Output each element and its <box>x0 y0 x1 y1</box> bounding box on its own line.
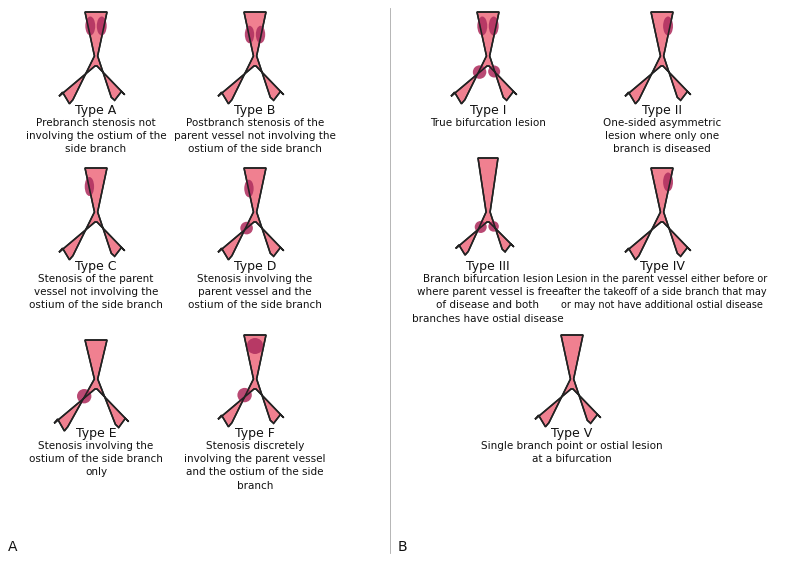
Text: Postbranch stenosis of the
parent vessel not involving the
ostium of the side br: Postbranch stenosis of the parent vessel… <box>174 118 336 154</box>
Ellipse shape <box>477 16 487 35</box>
Ellipse shape <box>663 16 673 35</box>
Text: Type IV: Type IV <box>640 260 684 273</box>
Ellipse shape <box>240 222 253 234</box>
Polygon shape <box>59 12 125 104</box>
Polygon shape <box>218 12 284 104</box>
Text: A: A <box>8 540 17 554</box>
Ellipse shape <box>247 338 263 354</box>
Text: Branch bifurcation lesion
where parent vessel is free
of disease and both
branch: Branch bifurcation lesion where parent v… <box>412 274 564 324</box>
Text: Single branch point or ostial lesion
at a bifurcation: Single branch point or ostial lesion at … <box>481 441 663 464</box>
Text: Type A: Type A <box>75 104 116 117</box>
Polygon shape <box>59 168 125 260</box>
Ellipse shape <box>85 16 95 35</box>
Text: Type I: Type I <box>470 104 506 117</box>
Text: Type V: Type V <box>551 427 592 440</box>
Text: Type III: Type III <box>466 260 510 273</box>
Text: Type C: Type C <box>75 260 117 273</box>
Text: Prebranch stenosis not
involving the ostium of the
side branch: Prebranch stenosis not involving the ost… <box>25 118 166 154</box>
Polygon shape <box>218 335 284 427</box>
Text: Stenosis involving the
parent vessel and the
ostium of the side branch: Stenosis involving the parent vessel and… <box>188 274 322 310</box>
Text: Stenosis of the parent
vessel not involving the
ostium of the side branch: Stenosis of the parent vessel not involv… <box>29 274 163 310</box>
Polygon shape <box>451 12 517 104</box>
Ellipse shape <box>244 180 254 197</box>
Text: Lesion in the parent vessel either before or
after the takeoff of a side branch : Lesion in the parent vessel either befor… <box>556 274 767 310</box>
Text: True bifurcation lesion: True bifurcation lesion <box>430 118 546 128</box>
Ellipse shape <box>488 66 500 77</box>
Polygon shape <box>456 158 514 255</box>
Ellipse shape <box>488 221 499 232</box>
Ellipse shape <box>237 388 252 402</box>
Text: One-sided asymmetric
lesion where only one
branch is diseased: One-sided asymmetric lesion where only o… <box>603 118 721 154</box>
Ellipse shape <box>97 16 107 35</box>
Polygon shape <box>625 168 691 260</box>
Polygon shape <box>218 168 284 260</box>
Ellipse shape <box>245 26 254 43</box>
Ellipse shape <box>255 26 265 43</box>
Polygon shape <box>535 335 600 427</box>
Ellipse shape <box>489 16 498 35</box>
Text: Stenosis involving the
ostium of the side branch
only: Stenosis involving the ostium of the sid… <box>29 441 163 477</box>
Ellipse shape <box>473 65 486 79</box>
Text: Type II: Type II <box>642 104 682 117</box>
Polygon shape <box>625 12 691 104</box>
Text: Stenosis discretely
involving the parent vessel
and the ostium of the side
branc: Stenosis discretely involving the parent… <box>184 441 326 491</box>
Text: Type E: Type E <box>76 427 116 440</box>
Polygon shape <box>55 340 129 431</box>
Ellipse shape <box>77 389 92 403</box>
Text: Type F: Type F <box>235 427 275 440</box>
Ellipse shape <box>85 177 94 196</box>
Text: Type D: Type D <box>234 260 276 273</box>
Text: B: B <box>398 540 407 554</box>
Ellipse shape <box>475 221 486 233</box>
Text: Type B: Type B <box>234 104 276 117</box>
Ellipse shape <box>663 172 673 191</box>
